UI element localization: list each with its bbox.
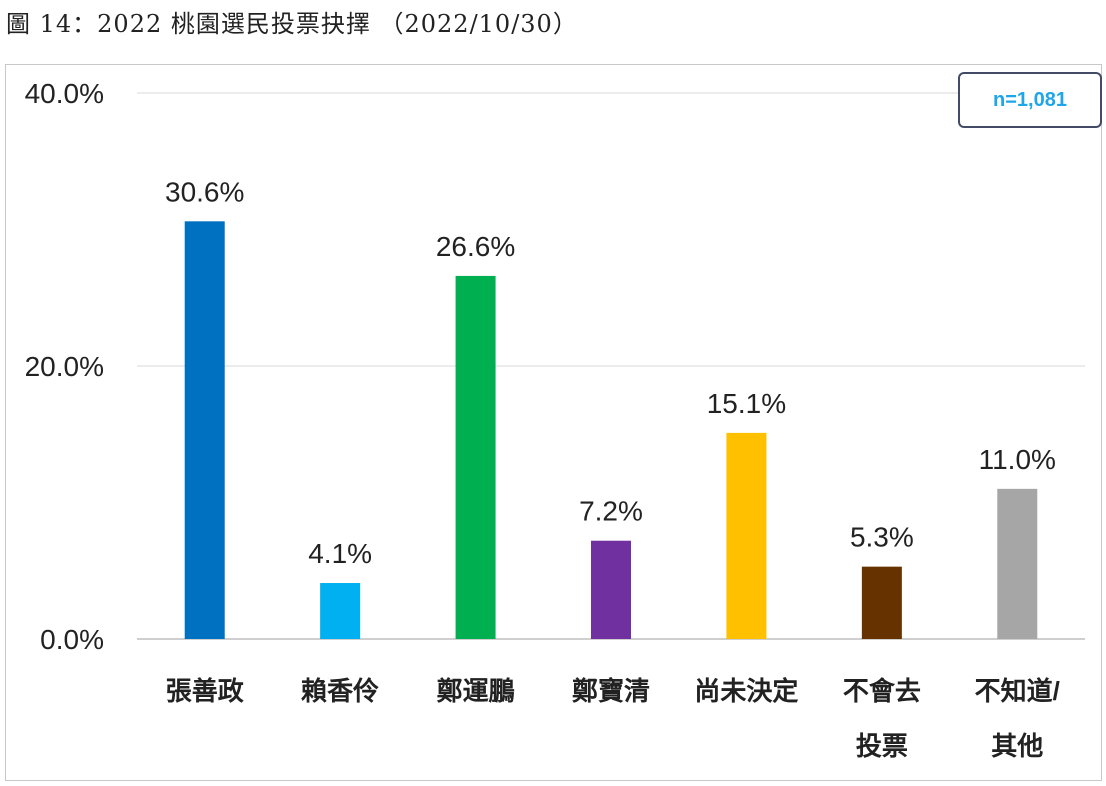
bar xyxy=(997,488,1038,639)
data-label: 4.1% xyxy=(308,538,372,569)
category-label: 賴香伶 xyxy=(301,676,379,706)
category-label: 其他 xyxy=(991,731,1043,761)
data-label: 11.0% xyxy=(979,444,1056,475)
data-label: 7.2% xyxy=(579,496,643,527)
sample-size-badge: n=1,081 xyxy=(958,72,1102,128)
bar xyxy=(184,221,225,639)
bar xyxy=(455,275,496,639)
figure-caption: 圖 14：2022 桃園選民投票抉擇 （2022/10/30） xyxy=(6,10,578,38)
bar xyxy=(726,432,767,639)
category-label: 不會去 xyxy=(843,676,921,706)
data-label: 26.6% xyxy=(436,231,515,262)
data-label: 5.3% xyxy=(850,522,914,553)
category-label: 張善政 xyxy=(166,676,244,706)
data-label: 15.1% xyxy=(707,388,786,419)
y-tick-label: 40.0% xyxy=(25,78,104,109)
y-tick-label: 0.0% xyxy=(40,624,104,655)
category-label: 投票 xyxy=(856,731,908,761)
data-label: 30.6% xyxy=(165,176,244,207)
bar xyxy=(320,583,361,639)
category-label: 鄭運鵬 xyxy=(437,676,515,706)
category-label: 不知道/ xyxy=(975,676,1060,706)
chart-frame xyxy=(5,64,1102,781)
category-label: 鄭寶清 xyxy=(572,676,650,706)
bar xyxy=(861,566,902,639)
bar xyxy=(591,540,631,639)
y-tick-label: 20.0% xyxy=(25,351,104,382)
category-label: 尚未決定 xyxy=(694,676,798,706)
